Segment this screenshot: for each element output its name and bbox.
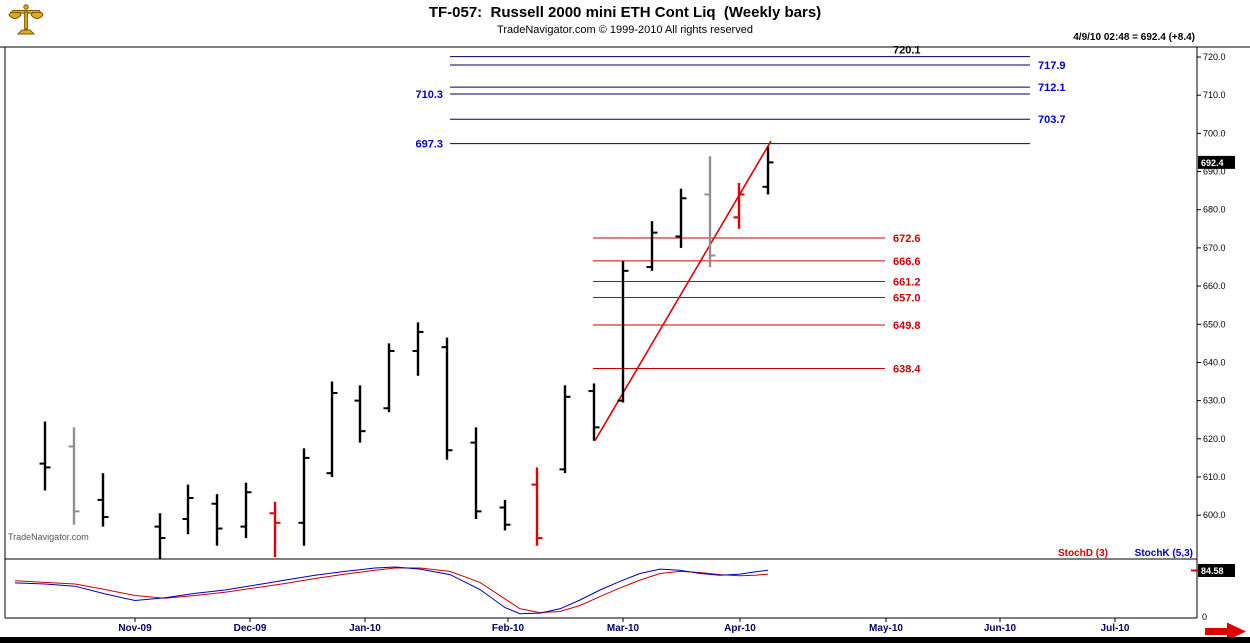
support-label: 657.0 (893, 293, 921, 305)
price-axis-label: 680.0 (1203, 205, 1226, 215)
month-label: Apr-10 (724, 623, 756, 634)
bottom-edge-bar (0, 637, 1250, 643)
month-label: Feb-10 (492, 623, 525, 634)
price-axis-label: 600.0 (1203, 510, 1226, 520)
resistance-label: 720.1 (893, 45, 921, 57)
support-label: 638.4 (893, 364, 921, 376)
month-label: Jul-10 (1101, 623, 1130, 634)
stoch-value-badge (1198, 563, 1235, 577)
price-axis-label: 610.0 (1203, 472, 1226, 482)
month-label: Mar-10 (607, 623, 640, 634)
last-quote-readout: 4/9/10 02:48 = 692.4 (+8.4) (1073, 32, 1195, 43)
stoch-d-label: StochD (3) (1058, 548, 1108, 559)
month-label: Dec-09 (234, 623, 267, 634)
price-axis-label: 670.0 (1203, 243, 1226, 253)
resistance-label: 717.9 (1038, 60, 1066, 72)
copyright-line: TradeNavigator.com © 1999-2010 All right… (497, 24, 753, 36)
resistance-label: 712.1 (1038, 82, 1066, 94)
price-axis-label: 620.0 (1203, 434, 1226, 444)
price-axis-label: 720.0 (1203, 52, 1226, 62)
price-axis-label: 660.0 (1203, 281, 1226, 291)
trend-line (594, 140, 772, 442)
price-axis-label: 700.0 (1203, 128, 1226, 138)
scroll-right-arrow-icon[interactable] (1205, 622, 1246, 641)
gold-scales-logo-icon (6, 3, 46, 41)
resistance-label: 697.3 (415, 139, 443, 151)
price-axis-label: 690.0 (1203, 167, 1226, 177)
price-axis-label: 640.0 (1203, 357, 1226, 367)
price-axis-label: 650.0 (1203, 319, 1226, 329)
support-label: 649.8 (893, 320, 921, 332)
price-axis-label: 710.0 (1203, 90, 1226, 100)
chart-title: TF-057: Russell 2000 mini ETH Cont Liq (… (428, 4, 822, 21)
stoch-d-line (14, 567, 769, 614)
last-price-badge-text: 692.4 (1201, 158, 1224, 168)
stoch-value-badge-text: 84.58 (1201, 566, 1224, 576)
resistance-label: 703.7 (1038, 114, 1066, 126)
stoch-k-label: StochK (5,3) (1135, 548, 1193, 559)
month-label: Nov-09 (118, 623, 152, 634)
support-label: 661.2 (893, 276, 921, 288)
stoch-k-line (14, 566, 769, 615)
support-label: 672.6 (893, 233, 921, 245)
price-axis-label: 630.0 (1203, 396, 1226, 406)
resistance-label: 710.3 (415, 89, 443, 101)
chart-watermark: TradeNavigator.com (8, 532, 89, 542)
stoch-zero-label: 0 (1202, 612, 1207, 622)
month-label: Jun-10 (984, 623, 1017, 634)
support-label: 666.6 (893, 256, 921, 268)
last-price-badge (1198, 155, 1235, 169)
month-label: May-10 (869, 623, 903, 634)
month-label: Jan-10 (349, 623, 381, 634)
